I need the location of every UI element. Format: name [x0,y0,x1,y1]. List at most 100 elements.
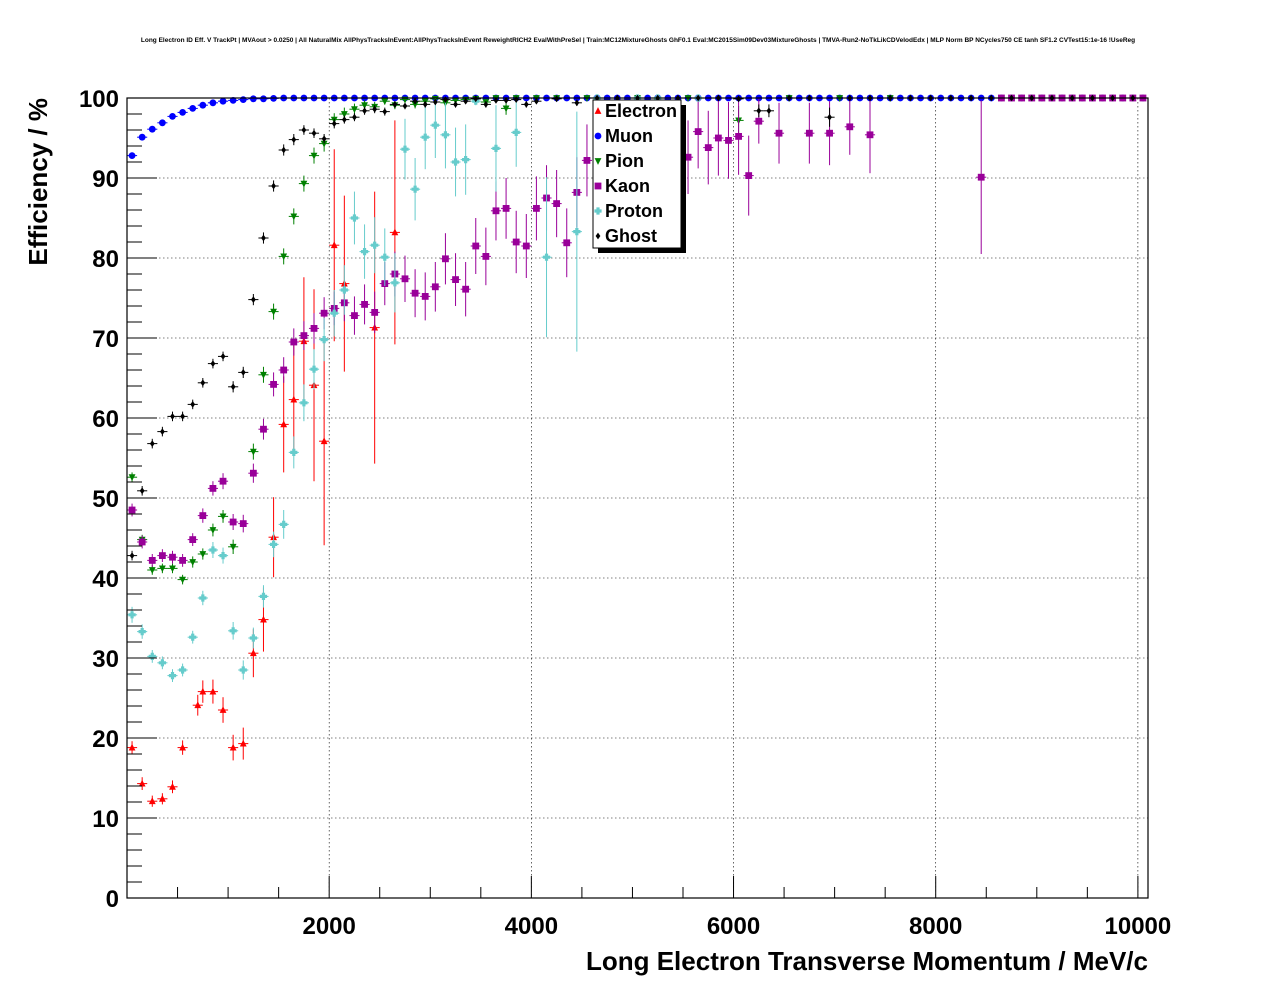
legend: Electron Muon Pion Kaon Proton Ghost [592,99,686,253]
data-point [220,353,226,360]
data-point [714,134,722,142]
data-point [168,672,177,680]
data-point [745,172,753,179]
data-point [462,285,470,293]
x-tick-label: 6000 [707,913,760,940]
data-point [169,113,176,120]
data-point [412,97,418,105]
data-series [127,94,1148,807]
data-point [330,309,338,317]
legend-entry-ghost: Ghost [595,226,657,246]
legend-label: Ghost [605,226,657,246]
data-point [391,279,399,287]
data-point [270,381,277,388]
data-point [148,125,156,133]
y-tick-label: 40 [92,566,119,593]
data-point [199,101,207,109]
data-point [229,743,237,751]
data-point [513,96,519,103]
data-point [199,512,207,519]
legend-label: Kaon [605,176,650,196]
data-point [766,107,772,115]
x-tick-label: 2000 [302,913,355,940]
data-point [472,242,480,250]
data-point [219,513,227,521]
data-point [249,448,257,456]
data-point [523,101,529,108]
data-point [169,565,176,573]
chart-title: Long Electron ID Eff. V TrackPt | MVAout… [141,37,1135,44]
data-point [128,743,136,751]
data-point [502,205,510,212]
data-point [977,173,985,181]
data-point [240,369,246,376]
data-point [320,437,328,445]
data-point [199,594,207,602]
data-point [280,366,288,374]
axes: 2000 4000 6000 8000 10000 0 10 20 30 40 50 60 70 80 90… [79,86,1171,940]
data-point [271,182,276,190]
data-point [189,559,197,566]
y-tick-label: 60 [92,406,119,433]
legend-marker [594,107,602,114]
y-tick-label: 70 [92,326,119,353]
data-point [320,336,328,344]
data-point [351,312,358,319]
legend-marker [594,182,602,190]
data-point [239,96,247,103]
data-point [725,137,732,144]
x-tick-label: 8000 [909,913,962,940]
data-point [563,239,571,247]
data-point [421,293,429,300]
data-point [209,687,217,695]
data-point [361,301,368,308]
data-point [128,152,136,160]
data-point [189,105,197,112]
legend-entry-proton: Proton [594,201,663,221]
data-point [229,518,237,526]
x-tick-label: 4000 [505,913,558,940]
data-point [341,116,347,123]
data-point [158,119,166,127]
data-point [311,129,317,137]
data-point [148,557,156,564]
legend-label: Muon [605,126,653,146]
y-tick-label: 30 [92,646,119,673]
data-point [310,365,318,373]
data-point [573,228,581,236]
data-point [736,95,741,103]
data-point [432,98,438,106]
data-point [158,794,166,802]
data-point [179,557,186,564]
data-point [534,97,539,105]
data-point [189,536,197,543]
data-point [128,611,136,619]
data-point [775,129,783,137]
legend-entry-electron: Electron [594,101,677,121]
data-point [239,739,247,747]
data-point [310,152,318,160]
data-point [229,97,237,104]
data-point [371,309,379,316]
data-point [170,413,175,420]
data-point [451,158,460,166]
x-tick-label: 10000 [1105,913,1172,940]
data-point [371,241,379,249]
legend-marker [595,232,601,240]
data-point [411,185,419,193]
data-point [300,332,308,339]
data-point [249,634,257,642]
data-point [291,136,297,143]
y-tick-label: 20 [92,726,119,753]
data-point [169,782,176,790]
data-point [452,97,459,105]
data-point [148,797,156,805]
data-point [249,649,257,657]
data-point [209,485,217,492]
legend-label: Proton [605,201,663,221]
data-point [190,401,196,408]
legend-entry-pion: Pion [594,151,644,171]
data-point [684,153,692,161]
data-point [401,145,409,153]
